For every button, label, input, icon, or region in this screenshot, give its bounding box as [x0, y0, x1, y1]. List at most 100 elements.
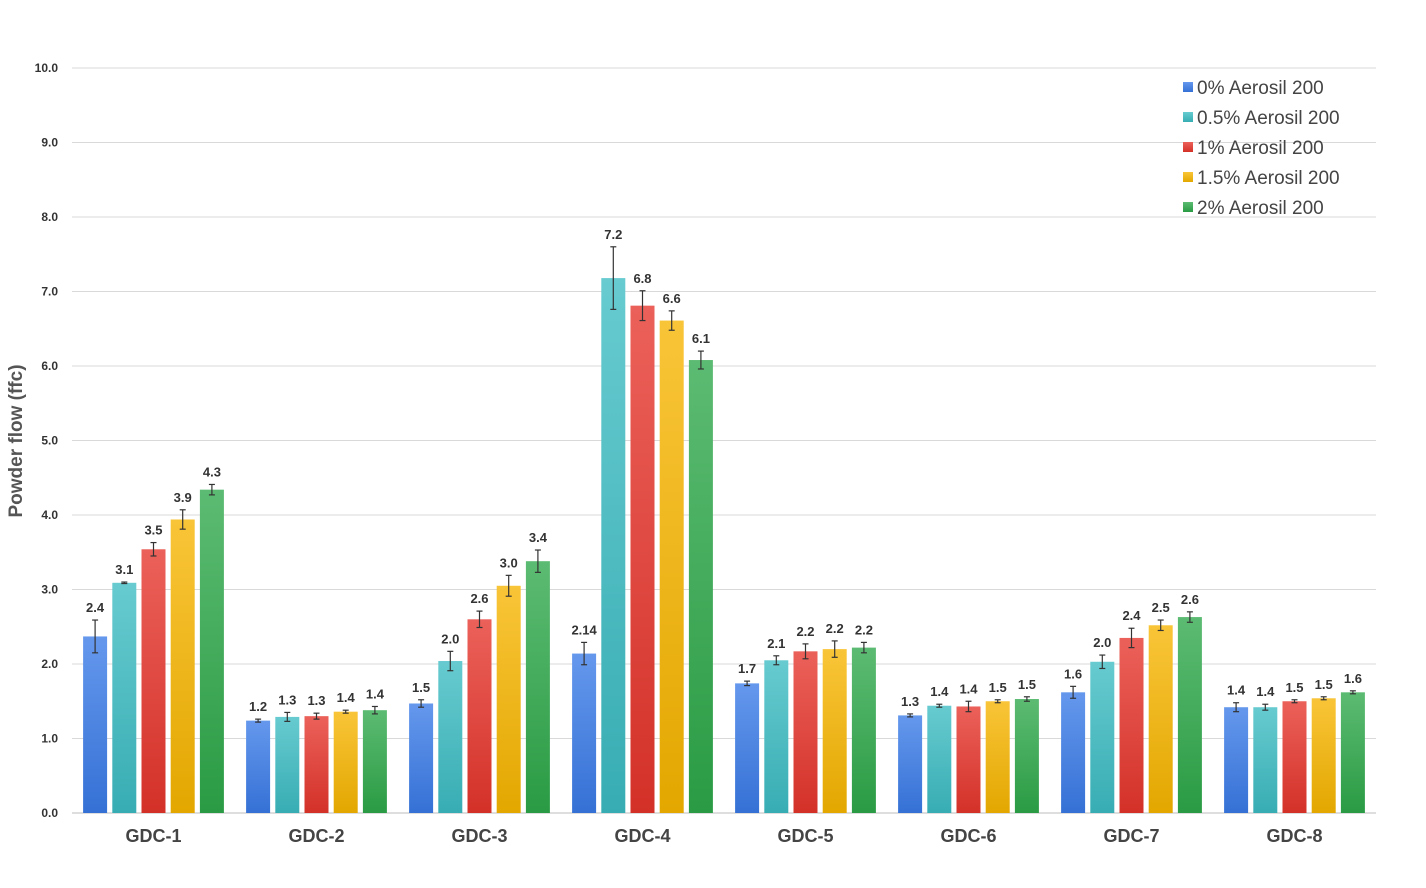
bar [735, 683, 760, 813]
error-bar [255, 718, 262, 723]
legend-label: 1.5% Aerosil 200 [1197, 168, 1340, 189]
y-axis-ticks: 0.0 1.0 2.0 3.0 4.0 5.0 6.0 7.0 8.0 9.0 10.0 [35, 61, 59, 820]
data-label: 3.1 [115, 562, 133, 577]
error-bar [1291, 699, 1298, 704]
bars [83, 278, 1365, 814]
data-label: 1.4 [930, 684, 949, 699]
data-label: 1.2 [249, 699, 267, 714]
bar [1224, 707, 1249, 813]
data-label: 1.4 [1256, 684, 1275, 699]
x-axis-categories: GDC-1 GDC-2 GDC-3 GDC-4 GDC-5 GDC-6 GDC-7 GDC-8 [125, 826, 1322, 846]
error-bar [773, 655, 780, 666]
data-label: 1.3 [278, 692, 296, 707]
category-label: GDC-8 [1266, 826, 1322, 846]
bar [1148, 625, 1173, 813]
bar [496, 585, 521, 813]
error-bar [610, 246, 617, 310]
category-label: GDC-5 [777, 826, 833, 846]
data-label: 1.4 [337, 690, 356, 705]
error-bar [907, 713, 914, 718]
category-label: GDC-2 [288, 826, 344, 846]
error-bar [1262, 703, 1269, 711]
bar [572, 653, 597, 813]
bar [1282, 701, 1307, 813]
error-bar [121, 581, 128, 585]
bar [793, 651, 818, 813]
data-label: 2.4 [86, 600, 105, 615]
legend-swatch [1183, 202, 1193, 212]
data-label: 2.2 [826, 621, 844, 636]
bar [898, 715, 923, 813]
data-label: 1.6 [1344, 671, 1362, 686]
legend-swatch [1183, 112, 1193, 122]
bar [304, 716, 329, 813]
category-label: GDC-3 [451, 826, 507, 846]
data-labels: 2.4 3.1 3.5 3.9 4.3 1.2 1.3 1.3 1.4 1.4 1.5 2.0 2.6 3… [86, 227, 1362, 714]
bar [956, 706, 981, 813]
legend[interactable]: 0% Aerosil 200 0.5% Aerosil 200 1% Aerosil… [1183, 78, 1340, 219]
error-bar [1099, 654, 1106, 670]
bar [1119, 637, 1144, 813]
bar [1090, 661, 1115, 813]
error-bar [802, 643, 809, 660]
data-label: 7.2 [604, 227, 622, 242]
y-tick-label: 7.0 [41, 285, 58, 299]
data-label: 2.1 [767, 636, 785, 651]
legend-label: 0.5% Aerosil 200 [1197, 108, 1340, 129]
bar [467, 619, 492, 813]
error-bar [1157, 619, 1164, 632]
data-label: 1.3 [307, 693, 325, 708]
bar [601, 278, 626, 814]
legend-item[interactable]: 1% Aerosil 200 [1183, 138, 1324, 159]
error-bar [1186, 611, 1193, 623]
legend-label: 0% Aerosil 200 [1197, 78, 1324, 99]
legend-item[interactable]: 0.5% Aerosil 200 [1183, 108, 1340, 129]
bar [409, 703, 434, 813]
y-tick-label: 2.0 [41, 657, 58, 671]
error-bar [1023, 696, 1030, 702]
y-axis-label: Powder flow (ffc) [6, 364, 27, 517]
error-bar [342, 709, 349, 714]
bar [333, 711, 358, 813]
data-label: 3.4 [529, 530, 548, 545]
data-label: 2.6 [470, 591, 488, 606]
error-bar [831, 640, 838, 658]
bar [141, 549, 166, 813]
bar [659, 320, 684, 813]
data-label: 6.8 [633, 271, 651, 286]
bar [630, 305, 655, 813]
error-bar [418, 699, 425, 708]
data-label: 1.7 [738, 661, 756, 676]
data-label: 4.3 [203, 464, 221, 479]
bar [199, 489, 224, 813]
error-bar [581, 641, 588, 666]
data-label: 1.4 [366, 686, 385, 701]
data-label: 2.5 [1152, 600, 1170, 615]
error-bar [994, 699, 1001, 704]
data-label: 6.1 [692, 331, 710, 346]
bar [362, 710, 387, 813]
bar [1253, 707, 1278, 813]
bar [1014, 699, 1039, 813]
bar [822, 649, 847, 813]
bar [170, 519, 195, 813]
bar [851, 647, 876, 813]
legend-item[interactable]: 0% Aerosil 200 [1183, 78, 1324, 99]
error-bar [447, 650, 454, 672]
data-label: 2.2 [855, 622, 873, 637]
legend-swatch [1183, 142, 1193, 152]
data-label: 3.5 [144, 523, 162, 538]
error-bar [1128, 627, 1135, 649]
legend-item[interactable]: 1.5% Aerosil 200 [1183, 168, 1340, 189]
error-bar [860, 641, 867, 654]
legend-swatch [1183, 82, 1193, 92]
category-label: GDC-6 [940, 826, 996, 846]
error-bar [313, 712, 320, 720]
legend-item[interactable]: 2% Aerosil 200 [1183, 198, 1324, 219]
error-bar [1233, 702, 1240, 713]
bar [112, 582, 137, 813]
data-label: 1.6 [1064, 666, 1082, 681]
bar [1177, 617, 1202, 813]
error-bar [639, 290, 646, 322]
bar [927, 705, 952, 813]
